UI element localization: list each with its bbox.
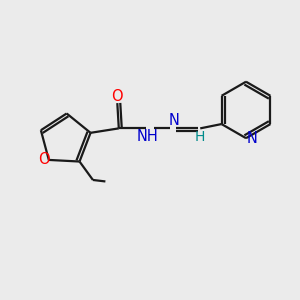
Text: H: H [194, 130, 205, 144]
Text: O: O [112, 89, 123, 104]
Text: O: O [38, 152, 49, 167]
Text: N: N [169, 113, 179, 128]
Text: NH: NH [137, 129, 159, 144]
Text: N: N [247, 131, 258, 146]
